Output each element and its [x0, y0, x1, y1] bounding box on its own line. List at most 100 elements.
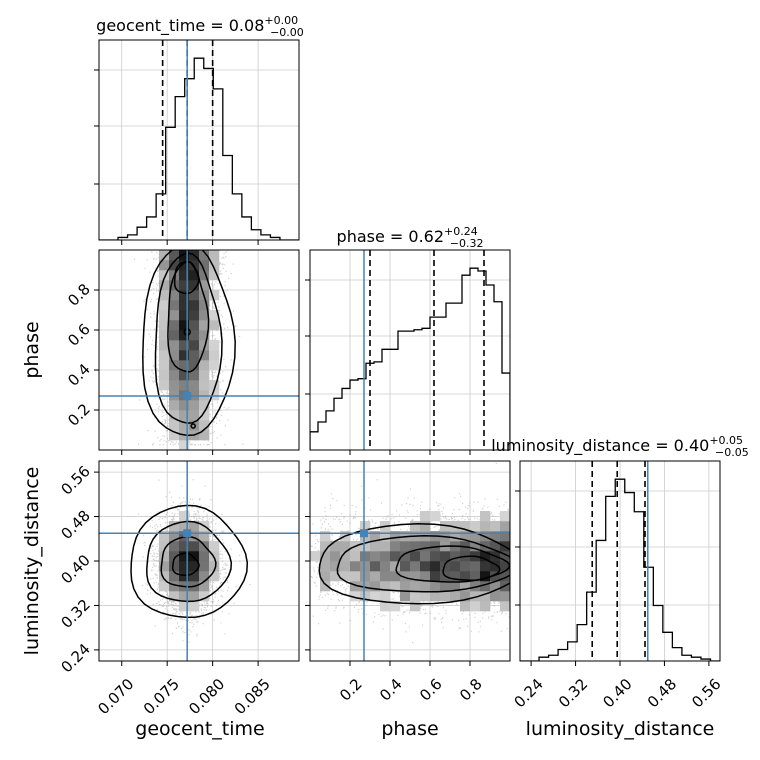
density-cell: [199, 420, 210, 431]
panel-content-geocent_time-phase: [99, 250, 299, 450]
density-cell: [199, 581, 210, 592]
density-cell: [430, 571, 441, 582]
density-cell: [159, 571, 170, 582]
density-cell: [460, 581, 471, 592]
panel-geocent_time-phase: [94, 249, 300, 455]
density-cell: [209, 310, 220, 321]
density-cell: [380, 561, 391, 572]
contour-1: [154, 252, 223, 424]
density-cell: [179, 380, 190, 391]
density-cell: [370, 571, 381, 582]
density-cell: [179, 340, 190, 351]
density-cell: [450, 591, 461, 602]
title-luminosity_distance: luminosity_distance = 0.40+0.05 −0.05: [491, 434, 749, 459]
density-cell: [420, 511, 431, 522]
density-cell: [390, 601, 401, 612]
density-cell: [209, 360, 220, 371]
density-cell: [159, 330, 170, 341]
density-cell: [199, 591, 210, 602]
density-cell: [430, 551, 441, 562]
density-cell: [169, 250, 180, 261]
density-cell: [470, 601, 481, 612]
density-cell: [350, 561, 361, 572]
density-cell: [500, 521, 510, 532]
density-cell: [410, 551, 421, 562]
y-tick-label-luminosity_distance: 0.48: [57, 507, 93, 543]
density-cell: [390, 561, 401, 572]
density-cell: [199, 370, 210, 381]
density-cell: [470, 541, 481, 552]
density-cell: [500, 601, 510, 612]
panel-phase-luminosity_distance: [305, 460, 511, 666]
density-cell: [169, 320, 180, 331]
density-cell: [450, 531, 461, 542]
density-cell: [179, 410, 190, 421]
density-cell: [340, 541, 351, 552]
panel-frame: [98, 249, 300, 451]
density-cell: [179, 420, 190, 431]
density-cell: [169, 290, 180, 301]
density-cell: [189, 330, 200, 341]
density-cell: [209, 270, 220, 281]
density-cell: [209, 260, 220, 271]
density-cell: [450, 521, 461, 532]
density-cell: [189, 591, 200, 602]
title-phase: phase = 0.62+0.24 −0.32: [337, 225, 484, 250]
density-cell: [209, 350, 220, 361]
histogram-step-luminosity_distance: [520, 478, 720, 661]
density-cell: [189, 360, 200, 371]
density-cell: [159, 340, 170, 351]
density-cell: [380, 581, 391, 592]
panel-content-phase-luminosity_distance: [310, 461, 510, 661]
density-cell: [199, 561, 210, 572]
density-cell: [179, 360, 190, 371]
density-cell: [420, 561, 431, 572]
density-cell: [189, 551, 200, 562]
density-cell: [159, 541, 170, 552]
y-tick-label-luminosity_distance: 0.32: [57, 596, 93, 632]
density-cell: [189, 400, 200, 411]
density-cell: [199, 350, 210, 361]
density-cell: [179, 320, 190, 331]
density-cell: [199, 360, 210, 371]
contour-3: [442, 555, 501, 581]
density-cell: [159, 310, 170, 321]
density-cell: [390, 531, 401, 542]
y-tick-label-luminosity_distance: 0.24: [57, 640, 93, 676]
density-cell: [209, 250, 220, 261]
density-cell: [179, 511, 190, 522]
density-cell: [430, 541, 441, 552]
density-cell: [490, 561, 501, 572]
density-cell: [330, 561, 341, 572]
density-cell: [199, 270, 210, 281]
density-cell: [189, 300, 200, 311]
density-cell: [199, 330, 210, 341]
density-cell: [490, 531, 501, 542]
density-cell: [159, 350, 170, 361]
density-cell: [199, 380, 210, 391]
density-cell: [320, 561, 331, 572]
density-cell: [480, 591, 491, 602]
density-cell: [450, 571, 461, 582]
density-cell: [470, 581, 481, 592]
contour-2: [160, 535, 217, 588]
density-cell: [179, 260, 190, 271]
density-cell: [179, 350, 190, 361]
density-cell: [179, 400, 190, 411]
density-cell: [189, 370, 200, 381]
density-cell: [380, 601, 391, 612]
density-cell: [189, 280, 200, 291]
panel-content-geocent_time-luminosity_distance: [99, 461, 299, 661]
density-cell: [169, 390, 180, 401]
density-cell: [410, 561, 421, 572]
density-cell: [420, 591, 431, 602]
density-cell: [199, 551, 210, 562]
contour-0: [318, 522, 510, 605]
density-cell: [159, 380, 170, 391]
title-plus: +0.00: [264, 14, 298, 27]
density-cell: [470, 531, 481, 542]
density-cell: [470, 591, 481, 602]
density-cell: [169, 370, 180, 381]
density-cell: [330, 541, 341, 552]
density-cell: [199, 260, 210, 271]
